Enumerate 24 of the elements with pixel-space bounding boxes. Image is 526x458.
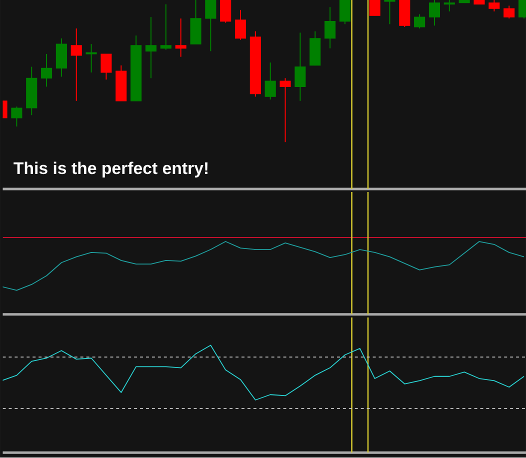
candlestick (428, 0, 440, 26)
candlestick (234, 10, 246, 40)
candlestick (414, 14, 426, 30)
text: This is the perfect entry! (14, 162, 208, 178)
candlestick (264, 62, 276, 100)
candlestick (220, 0, 232, 24)
candlestick (324, 6, 336, 50)
candlestick (280, 78, 291, 143)
candlestick (86, 44, 97, 74)
candlestick (175, 18, 186, 58)
candlestick (294, 32, 306, 102)
candlestick (70, 28, 82, 102)
candlestick (444, 0, 455, 12)
candlestick (100, 54, 112, 80)
candlestick (145, 16, 156, 79)
candlestick (339, 0, 350, 25)
candlestick (369, 0, 380, 16)
candlestick (205, 0, 216, 52)
candlestick (11, 106, 22, 128)
candlestick (41, 54, 52, 88)
candlestick (504, 5, 515, 20)
candlestick (384, 0, 396, 25)
candlestick (488, 0, 500, 12)
candlestick (160, 4, 172, 50)
